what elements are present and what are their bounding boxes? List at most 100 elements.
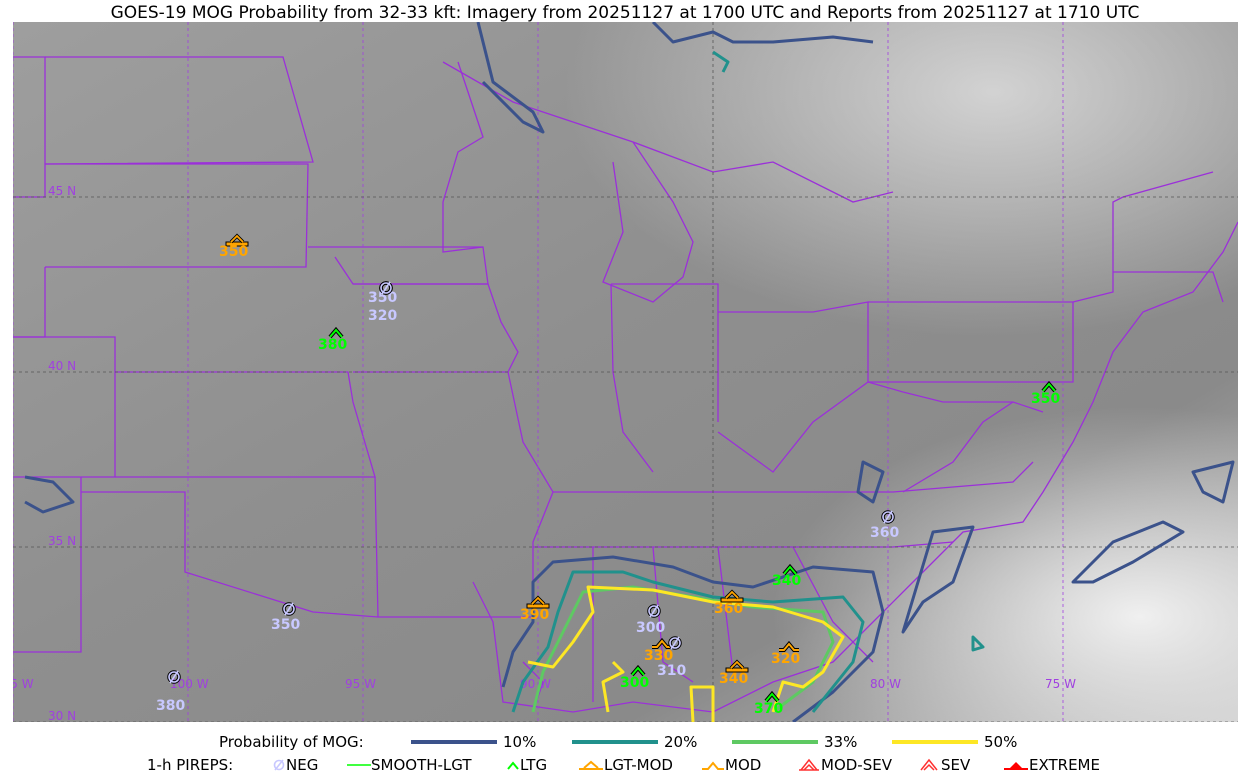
- probability-legend: Probability of MOG: 10% 20% 33% 50%: [0, 733, 1250, 753]
- legend-sev-label: SEV: [941, 756, 971, 774]
- pirep-altitude-label: 390: [520, 607, 549, 623]
- legend-mod-sev: MOD-SEV: [797, 756, 892, 774]
- pirep-altitude-label: 340: [772, 573, 801, 589]
- pirep-neg: 310: [657, 636, 686, 679]
- contour-20pct: [971, 635, 985, 652]
- ltg-icon: [507, 761, 519, 770]
- swatch-20: [572, 740, 658, 744]
- boundary-line: [867, 381, 1044, 413]
- lgt-mod-icon: [720, 597, 744, 603]
- contour-20pct: [712, 50, 730, 73]
- mod-icon: [702, 761, 724, 770]
- pirep-lgt-mod: 350: [219, 233, 249, 260]
- pirep-neg: 380: [156, 670, 185, 714]
- boundary-line: [45, 163, 309, 268]
- extreme-icon: [1004, 762, 1028, 770]
- pirep-lgt-mod: 340: [719, 659, 749, 687]
- pirep-mod: 320: [771, 640, 800, 667]
- legend-ltg-label: LTG: [520, 756, 548, 774]
- contour-50pct: [601, 660, 625, 713]
- legend-extreme-label: EXTREME: [1029, 756, 1100, 774]
- lon-label: 80 W: [870, 677, 901, 691]
- pirep-altitude-label: 360: [870, 525, 899, 541]
- pirep-altitude-label: 360: [714, 601, 743, 617]
- pirep-altitude-label: 350: [1031, 391, 1060, 407]
- pirep-altitude-label: 300: [636, 620, 665, 636]
- legend-lgt-mod: LGT-MOD: [578, 756, 673, 774]
- lon-label: 105 W: [13, 677, 34, 691]
- probability-legend-label: Probability of MOG:: [219, 733, 364, 751]
- pirep-ltg: 300: [620, 664, 649, 691]
- lat-label: 40 N: [48, 359, 76, 373]
- pirep-altitude-label: 330: [644, 648, 673, 664]
- pirep-altitude-label: 350: [219, 244, 248, 260]
- lgt-mod-icon: [225, 241, 249, 247]
- pirep-ltg: 340: [772, 563, 801, 589]
- sev-icon: [920, 758, 938, 771]
- contour-10pct: [651, 22, 874, 44]
- pirep-mod: 330: [644, 637, 673, 664]
- pirep-ltg: 380: [318, 326, 347, 353]
- pirep-legend-label: 1-h PIREPS:: [147, 756, 234, 774]
- lgt-mod-icon: [526, 603, 550, 609]
- lon-label: 75 W: [1045, 677, 1076, 691]
- lat-lon-grid: 45 N 40 N 35 N 30 N 105 W 100 W 95 W 90 W 80 W 75…: [13, 22, 1238, 722]
- pirep-altitude-label: 380: [156, 698, 185, 714]
- pirep-altitude-label: 300: [620, 675, 649, 691]
- legend-mod: MOD: [701, 756, 761, 774]
- boundary-line: [611, 283, 719, 422]
- contour-50pct: [527, 585, 845, 713]
- legend-item-10: 10%: [411, 733, 536, 751]
- contour-10pct: [1071, 520, 1185, 584]
- pirep-legend: 1-h PIREPS: NEG SMOOTH-LGT LTG LGT-MOD M…: [0, 756, 1250, 776]
- legend-item-33: 33%: [732, 733, 857, 751]
- legend-smooth-lgt-label: SMOOTH-LGT: [371, 756, 472, 774]
- pirep-altitude-label: 320: [368, 308, 397, 324]
- smooth-lgt-icon: [347, 764, 371, 766]
- pirep-neg: 320: [368, 281, 397, 324]
- mod-sev-icon: [799, 758, 819, 771]
- boundary-line: [115, 371, 376, 478]
- pirep-altitude-label: 320: [771, 651, 800, 667]
- legend-neg: NEG: [272, 756, 318, 774]
- map-title: GOES-19 MOG Probability from 32-33 kft: …: [110, 3, 1140, 23]
- legend-sev: SEV: [917, 756, 970, 774]
- pirep-altitude-label: 350: [368, 290, 397, 306]
- boundary-line: [717, 546, 734, 673]
- legend-item-20: 20%: [572, 733, 697, 751]
- mog-probability-contours: [24, 22, 1235, 722]
- pirep-altitude-label: 370: [754, 701, 783, 717]
- legend-smooth-lgt: SMOOTH-LGT: [347, 756, 472, 774]
- boundary-line: [1113, 271, 1224, 303]
- pirep-altitude-label: 350: [271, 617, 300, 633]
- legend-extreme: EXTREME: [1003, 756, 1100, 774]
- legend-ltg: LTG: [506, 756, 547, 774]
- boundary-line: [13, 56, 46, 198]
- contour-20pct: [511, 570, 865, 713]
- lon-label: 100 W: [170, 677, 209, 691]
- pirep-lgt-mod: 390: [520, 595, 550, 623]
- contour-10pct: [24, 475, 75, 514]
- boundary-line: [81, 491, 379, 618]
- contour-10pct: [856, 460, 885, 504]
- swatch-50: [892, 740, 978, 744]
- boundary-line: [792, 546, 874, 663]
- contour-10pct: [501, 555, 885, 722]
- contour-10pct: [476, 22, 545, 134]
- legend-label-20: 20%: [664, 733, 698, 751]
- boundary-line: [13, 336, 116, 478]
- contour-10pct: [1191, 460, 1235, 504]
- pirep-lgt-mod: 360: [714, 589, 744, 617]
- state-boundaries: [13, 56, 1238, 713]
- boundary-line: [902, 401, 1014, 493]
- pirep-altitude-label: 310: [657, 663, 686, 679]
- legend-item-50: 50%: [892, 733, 1017, 751]
- legend-lgt-mod-label: LGT-MOD: [604, 756, 673, 774]
- boundary-line: [442, 61, 484, 253]
- lon-label: 95 W: [345, 677, 376, 691]
- legend-mod-sev-label: MOD-SEV: [821, 756, 892, 774]
- boundary-line: [553, 461, 1034, 493]
- pirep-altitude-label: 380: [318, 337, 347, 353]
- legend-label-10: 10%: [503, 733, 537, 751]
